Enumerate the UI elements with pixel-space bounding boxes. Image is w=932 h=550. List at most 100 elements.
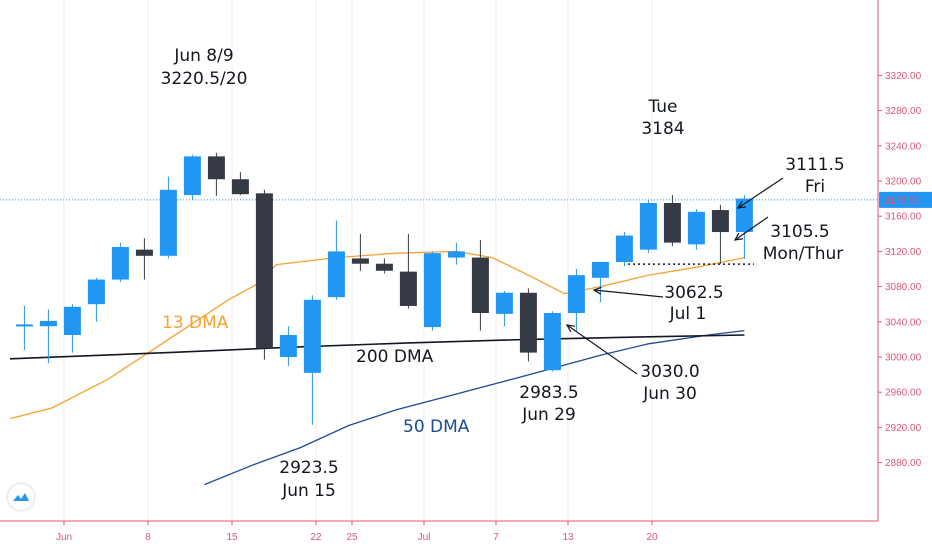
moving-average-lines [9, 250, 745, 486]
y-tick-label: 2960.00 [885, 388, 922, 399]
candle-body [615, 235, 633, 262]
price-axis-ticks: 2880.00 2920.00 2960.00 3000.00 3040.00 3080.… [878, 71, 922, 469]
candle-body [15, 324, 33, 327]
candle-body [543, 313, 561, 371]
candle-body [135, 249, 153, 256]
annotation-jun29-date: Jun 29 [521, 405, 576, 425]
last-price-badge-bg [879, 191, 932, 208]
candle-body [519, 292, 537, 353]
arrow-head [733, 232, 743, 241]
candle-up [183, 154, 201, 200]
candle-body [63, 306, 81, 335]
annotation-arrow [592, 286, 664, 298]
tradingview-logo[interactable] [8, 484, 34, 510]
ma-label: 200 DMA [356, 347, 434, 367]
candle-up [87, 277, 105, 322]
last-price-badge-label: 3178.50 [884, 196, 921, 207]
annotation-tue-price: 3184 [641, 119, 684, 139]
candle-body [447, 251, 465, 258]
candle-body [399, 271, 417, 306]
annotation-jun30-price: 3030.0 [640, 362, 699, 382]
annotation-jun30-date: Jun 30 [642, 384, 697, 404]
x-tick-label: 15 [226, 532, 238, 543]
candle-up [327, 220, 345, 300]
candle-up [687, 209, 705, 250]
candle-body [207, 156, 225, 180]
candle-body [591, 261, 609, 278]
candle-body [711, 210, 729, 233]
y-tick-label: 3120.00 [885, 247, 922, 258]
candle-down [207, 152, 225, 196]
candle-down [135, 238, 153, 280]
candle-up [423, 251, 441, 331]
x-tick-label: 8 [145, 532, 151, 543]
candle-up [639, 200, 657, 254]
annotation-jul1-date: Jul 1 [669, 304, 707, 324]
y-tick-label: 3080.00 [885, 282, 922, 293]
candle-down [711, 204, 729, 265]
candle-up [591, 261, 609, 302]
ma-line-50-dma [204, 329, 745, 486]
candle-down [255, 189, 273, 360]
candlesticks [15, 152, 753, 425]
annotation-tue-day: Tue [647, 97, 677, 117]
candle-body [159, 189, 177, 256]
annotation-monthu-price: 3105.5 [770, 222, 829, 242]
candle-up [615, 232, 633, 267]
candle-body [183, 156, 201, 196]
x-tick-label: 25 [346, 532, 358, 543]
candle-body [111, 247, 129, 280]
y-tick-label: 3040.00 [885, 317, 922, 328]
candle-body [39, 320, 57, 327]
candle-up [495, 291, 513, 327]
candle-body [231, 179, 249, 195]
arrow-shaft [566, 324, 638, 375]
candle-down [399, 233, 417, 309]
annotation-jun89-price: 3220.5/20 [161, 69, 248, 89]
logo-icon [13, 493, 29, 501]
candle-up [567, 269, 585, 331]
annotation-arrow [736, 177, 784, 209]
candle-down [231, 172, 249, 196]
candle-body [351, 258, 369, 264]
candle-up [63, 304, 81, 353]
annotation-arrow [733, 216, 769, 241]
candle-up [279, 326, 297, 366]
candle-body [471, 257, 489, 313]
arrow-head [592, 286, 602, 295]
y-tick-label: 3160.00 [885, 212, 922, 223]
annotation-arrows [565, 177, 784, 375]
x-tick-label: 22 [310, 532, 322, 543]
candle-body [87, 279, 105, 305]
y-tick-label: 3280.00 [885, 106, 922, 117]
candle-body [687, 211, 705, 245]
candle-body [303, 299, 321, 373]
annotation-jun29-price: 2983.5 [519, 383, 578, 403]
arrow-shaft [737, 177, 784, 209]
candle-body [639, 203, 657, 250]
annotation-jun89-date: Jun 8/9 [173, 46, 233, 66]
y-tick-label: 3200.00 [885, 177, 922, 188]
candle-up [39, 309, 57, 364]
candle-body [567, 275, 585, 313]
candle-down [375, 258, 393, 274]
candle-body [255, 193, 273, 349]
ma-label: 50 DMA [403, 417, 470, 437]
arrow-shaft [593, 289, 664, 298]
x-tick-label: 20 [646, 532, 658, 543]
candle-up [15, 305, 33, 350]
annotation-fri-price: 3111.5 [785, 155, 844, 175]
annotation-monthu-day: Mon/Thur [763, 244, 844, 264]
y-tick-label: 2880.00 [885, 458, 922, 469]
candle-up [303, 295, 321, 425]
arrow-shaft [734, 216, 769, 241]
y-tick-label: 2920.00 [885, 423, 922, 434]
x-tick-label: 7 [493, 532, 499, 543]
x-tick-label: Jul [418, 532, 431, 543]
x-tick-label: 13 [562, 532, 574, 543]
candle-body [279, 335, 297, 357]
candle-down [471, 239, 489, 331]
